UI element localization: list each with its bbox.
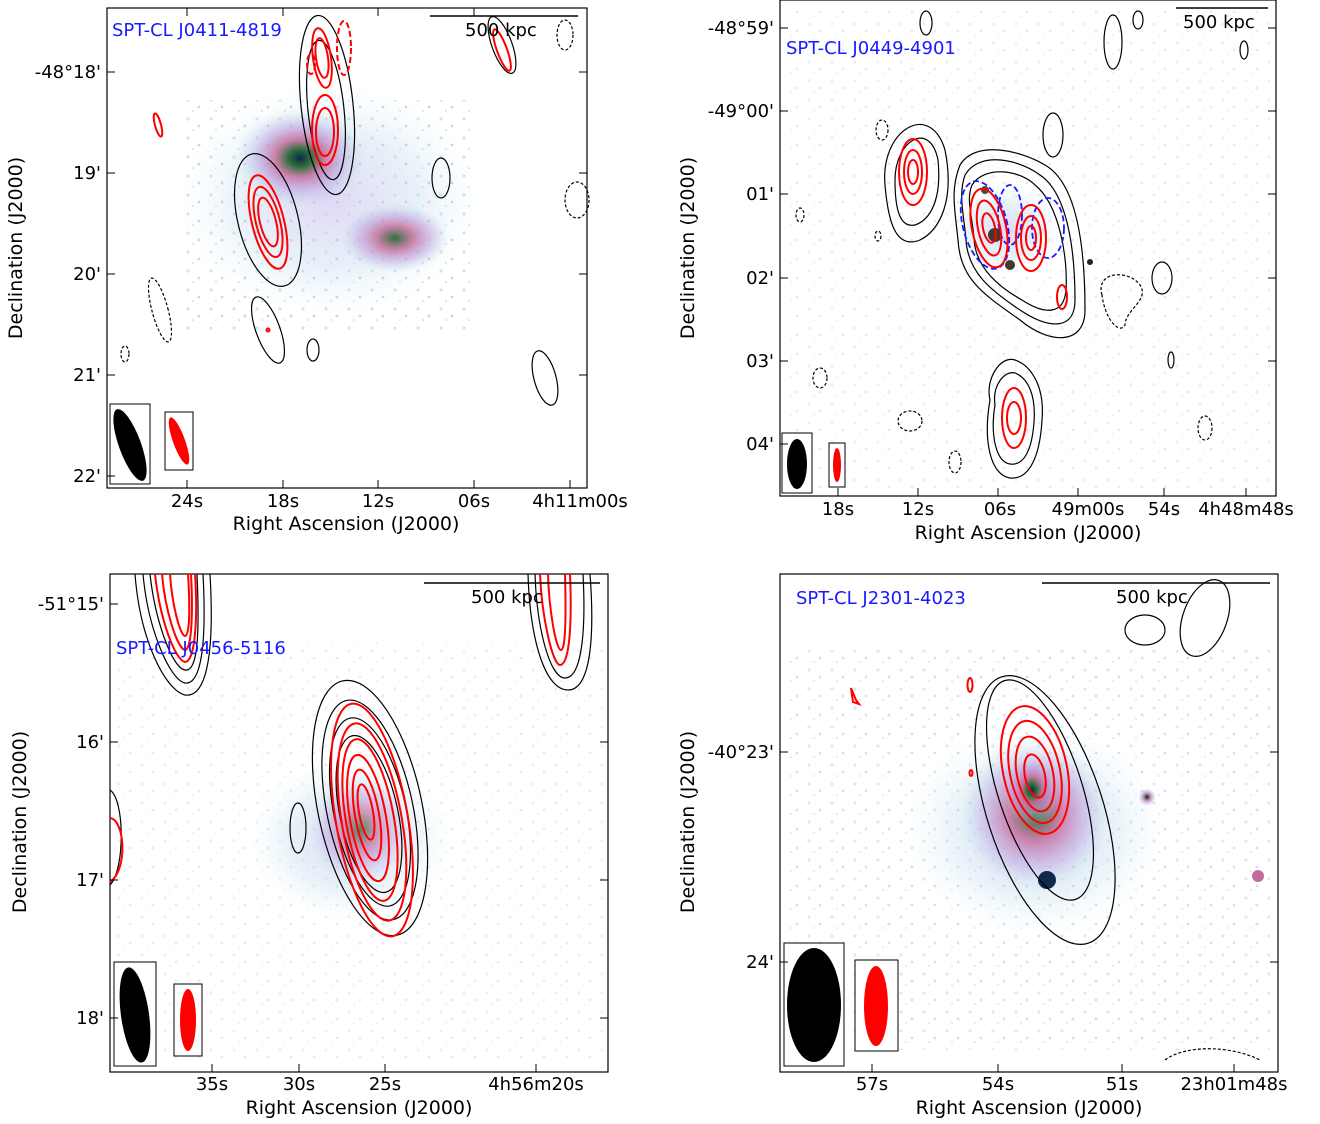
cluster-name: SPT-CL J0456-5116 <box>116 638 286 659</box>
y-tick-label: 01' <box>746 184 774 205</box>
y-tick-label: -40°23' <box>708 742 774 763</box>
x-tick-label: 4h56m20s <box>488 1074 584 1095</box>
xray-image <box>180 85 480 330</box>
scale-bar: 500 kpc <box>1176 7 1268 33</box>
black-contours <box>974 579 1261 1061</box>
y-axis-label: Declination (J2000) <box>5 157 27 339</box>
y-tick-label: 21' <box>73 365 101 386</box>
red-contours <box>109 573 572 938</box>
scale-bar-label: 500 kpc <box>471 587 543 608</box>
x-tick-label: 25s <box>369 1074 401 1095</box>
y-tick-label: 03' <box>746 351 774 372</box>
y-tick-label: -48°18' <box>35 62 101 83</box>
y-axis-label: Declination (J2000) <box>677 731 699 913</box>
beam-legend <box>113 961 203 1067</box>
x-tick-label: 51s <box>1106 1074 1138 1095</box>
y-tick-label: 17' <box>76 870 104 891</box>
y-axis-label: Declination (J2000) <box>677 157 699 339</box>
scale-bar-label: 500 kpc <box>1183 12 1255 33</box>
y-tick-label: 02' <box>746 268 774 289</box>
y-tick-label: 04' <box>746 434 774 455</box>
x-tick-label: 06s <box>984 499 1016 520</box>
x-ticks <box>871 1064 1235 1072</box>
y-tick-label: -49°00' <box>708 101 774 122</box>
x-axis-label: Right Ascension (J2000) <box>916 1097 1143 1119</box>
x-tick-label: 06s <box>458 491 490 512</box>
x-axis-label: Right Ascension (J2000) <box>246 1097 473 1119</box>
x-tick-label: 12s <box>362 491 394 512</box>
x-axis-label: Right Ascension (J2000) <box>915 522 1142 544</box>
y-ticks <box>780 27 1276 445</box>
y-tick-label: -51°15' <box>38 594 104 615</box>
x-tick-label: 4h48m48s <box>1198 499 1294 520</box>
beam-legend <box>781 432 846 494</box>
cluster-name: SPT-CL J2301-4023 <box>796 588 966 609</box>
x-tick-label: 57s <box>856 1074 888 1095</box>
x-ticks <box>186 8 571 488</box>
panel-j0456: 500 kpc SPT-CL J0456-5116 35s 30s 25s 4h… <box>9 573 609 1119</box>
x-ticks <box>211 1064 537 1072</box>
scale-bar: 500 kpc <box>430 15 578 41</box>
y-tick-label: 24' <box>746 952 774 973</box>
x-tick-label: 12s <box>902 499 934 520</box>
red-contours <box>898 138 1068 449</box>
cluster-name: SPT-CL J0449-4901 <box>786 38 956 59</box>
x-axis-label: Right Ascension (J2000) <box>233 513 460 535</box>
y-tick-label: 16' <box>76 732 104 753</box>
x-tick-label: 49m00s <box>1052 499 1125 520</box>
x-tick-label: 54s <box>982 1074 1014 1095</box>
x-tick-label: 24s <box>171 491 203 512</box>
red-contours <box>850 677 1071 835</box>
y-axis-label: Declination (J2000) <box>9 731 31 913</box>
scale-bar: 500 kpc <box>1042 582 1270 608</box>
y-tick-label: 18' <box>76 1008 104 1029</box>
x-tick-label: 23h01m48s <box>1180 1074 1287 1095</box>
y-ticks <box>107 71 587 477</box>
cluster-name: SPT-CL J0411-4819 <box>112 20 282 41</box>
x-ticks <box>837 488 1247 496</box>
red-contours <box>152 20 512 333</box>
y-tick-label: 20' <box>73 264 101 285</box>
panel-j0449: 500 kpc SPT-CL J0449-4901 18s 12s 06s 49… <box>677 0 1294 544</box>
y-tick-label: 22' <box>73 466 101 487</box>
panel-j0411: 500 kpc SPT-CL J0411-4819 24s 18s 12s 06… <box>5 7 628 535</box>
x-tick-label: 18s <box>822 499 854 520</box>
black-contours <box>120 14 590 406</box>
y-ticks <box>110 603 608 1019</box>
scale-bar-label: 500 kpc <box>1116 587 1188 608</box>
beam-legend <box>783 942 899 1067</box>
x-tick-label: 18s <box>267 491 299 512</box>
y-tick-label: 19' <box>73 163 101 184</box>
blue-contours <box>959 180 1065 270</box>
beam-legend <box>109 403 194 485</box>
scale-bar-label: 500 kpc <box>465 20 537 41</box>
x-tick-label: 35s <box>196 1074 228 1095</box>
scale-bar: 500 kpc <box>424 582 600 608</box>
y-tick-label: -48°59' <box>708 18 774 39</box>
panel-j2301: 500 kpc SPT-CL J2301-4023 57s 54s 51s 23… <box>677 573 1288 1119</box>
x-tick-label: 54s <box>1148 499 1180 520</box>
y-ticks <box>780 751 1278 963</box>
x-tick-label: 4h11m00s <box>532 491 628 512</box>
x-tick-label: 30s <box>283 1074 315 1095</box>
